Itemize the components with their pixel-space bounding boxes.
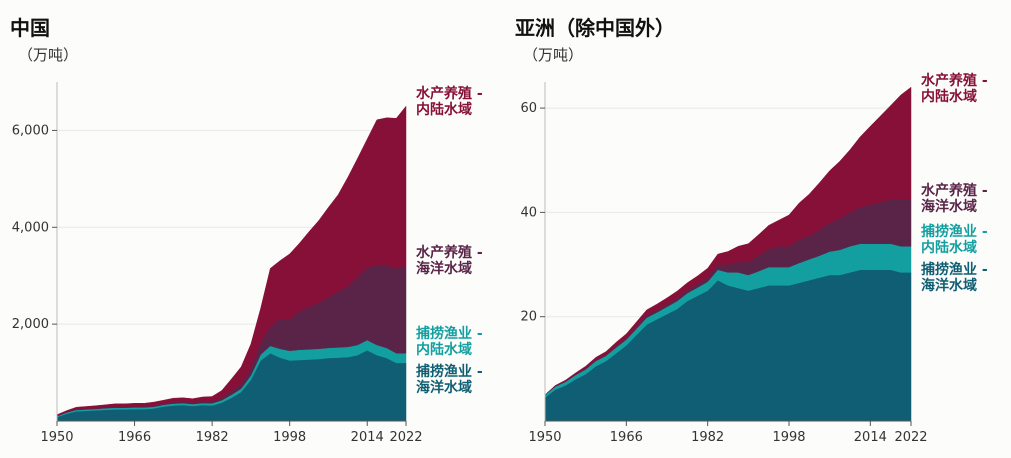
china-chart-title: 中国 bbox=[10, 16, 50, 40]
asia-area-series-0 bbox=[544, 269, 912, 422]
asia-y-tick-label: 20 bbox=[520, 310, 537, 325]
china-series-label-1: 海洋水域 bbox=[416, 260, 472, 277]
asia-x-tick-label: 1998 bbox=[772, 430, 805, 445]
china-x-tick-label: 2014 bbox=[351, 430, 384, 445]
china-series-label-0: 内陆水域 bbox=[416, 101, 472, 118]
asia-y-tick-label: 60 bbox=[520, 101, 537, 116]
asia-series-label-3: 海洋水域 bbox=[921, 277, 977, 294]
asia-series-label-1: 海洋水域 bbox=[921, 198, 977, 215]
china-x-tick-label: 2022 bbox=[389, 430, 422, 445]
china-y-tick-label: 6,000 bbox=[12, 123, 49, 138]
china-y-tick-label: 2,000 bbox=[12, 317, 49, 332]
asia-x-tick-label: 1982 bbox=[691, 430, 724, 445]
asia-series-label-2: 内陆水域 bbox=[921, 239, 977, 256]
china-series-label-3: 海洋水域 bbox=[416, 379, 472, 396]
china-x-tick-label: 1982 bbox=[196, 430, 229, 445]
china-y-tick-label: 4,000 bbox=[12, 220, 49, 235]
china-area-chart: 1950 1966 1982 1998 2014 2022 2,000 4,000 6,000 水… bbox=[12, 82, 483, 445]
asia-panel: 亚洲（除中国外） （万吨） 1950 1966 1982 1998 2014 2022 20… bbox=[505, 0, 1011, 458]
china-series-label-2: 内陆水域 bbox=[416, 341, 472, 358]
china-x-tick-label: 1998 bbox=[273, 430, 306, 445]
asia-series-label-3: 捕捞渔业 - bbox=[921, 261, 988, 278]
asia-area-series-3 bbox=[544, 86, 912, 396]
china-series-label-0: 水产养殖 - bbox=[416, 85, 483, 102]
asia-x-tick-label: 2022 bbox=[894, 430, 927, 445]
asia-series-label-0: 水产养殖 - bbox=[921, 72, 988, 89]
asia-series-label-1: 水产养殖 - bbox=[921, 182, 988, 199]
asia-series-label-2: 捕捞渔业 - bbox=[921, 223, 988, 240]
asia-series-label-0: 内陆水域 bbox=[921, 88, 977, 105]
china-unit-label: （万吨） bbox=[18, 46, 79, 64]
china-panel: 中国 （万吨） 1950 1966 1982 1998 2014 2022 2,000 4,0… bbox=[0, 0, 505, 458]
asia-x-tick-label: 1966 bbox=[610, 430, 643, 445]
asia-y-tick-label: 40 bbox=[520, 205, 537, 220]
china-series-label-2: 捕捞渔业 - bbox=[416, 325, 483, 342]
china-series-label-1: 水产养殖 - bbox=[416, 244, 483, 261]
asia-x-tick-label: 2014 bbox=[854, 430, 887, 445]
china-x-tick-label: 1950 bbox=[40, 430, 73, 445]
asia-chart-title: 亚洲（除中国外） bbox=[515, 16, 675, 40]
china-area-series-3 bbox=[56, 105, 407, 417]
china-x-tick-label: 1966 bbox=[118, 430, 151, 445]
asia-unit-label: （万吨） bbox=[523, 46, 584, 64]
china-series-label-3: 捕捞渔业 - bbox=[416, 363, 483, 380]
asia-x-tick-label: 1950 bbox=[528, 430, 561, 445]
